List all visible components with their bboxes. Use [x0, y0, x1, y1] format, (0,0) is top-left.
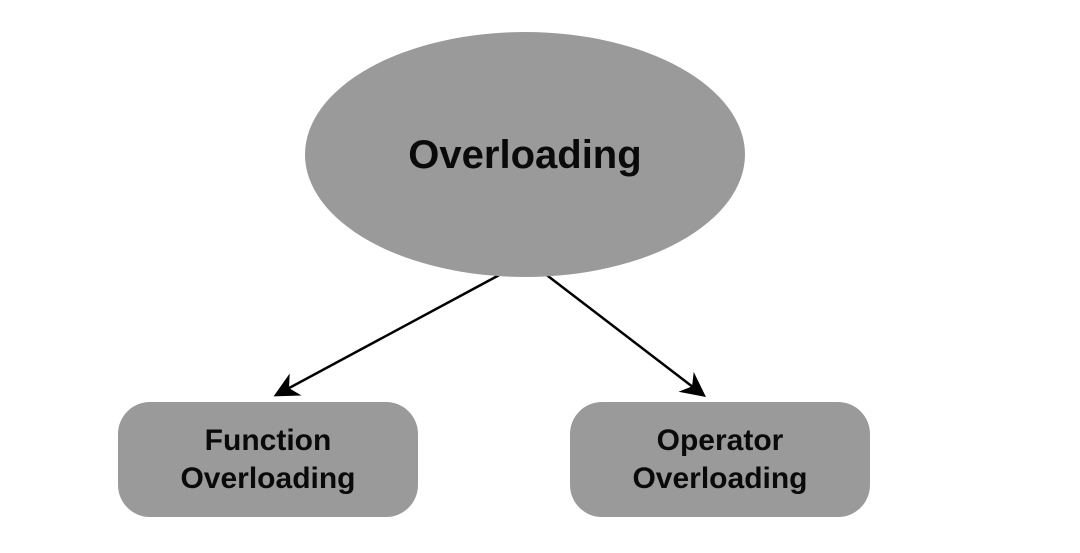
edge-root-to-right: [544, 273, 702, 394]
node-right-label-line1: Operator: [657, 424, 784, 457]
diagram-canvas: Overloading Function Overloading Operato…: [0, 0, 1080, 553]
node-left-label-line2: Overloading: [180, 462, 355, 495]
node-right: Operator Overloading: [570, 402, 870, 517]
node-root: Overloading: [305, 32, 745, 277]
node-left-label: Function Overloading: [180, 422, 355, 497]
node-left-label-line1: Function: [205, 424, 332, 457]
node-left: Function Overloading: [118, 402, 418, 517]
edge-root-to-left: [278, 273, 503, 394]
node-right-label: Operator Overloading: [632, 422, 807, 497]
node-root-label: Overloading: [408, 130, 641, 180]
node-right-label-line2: Overloading: [632, 462, 807, 495]
